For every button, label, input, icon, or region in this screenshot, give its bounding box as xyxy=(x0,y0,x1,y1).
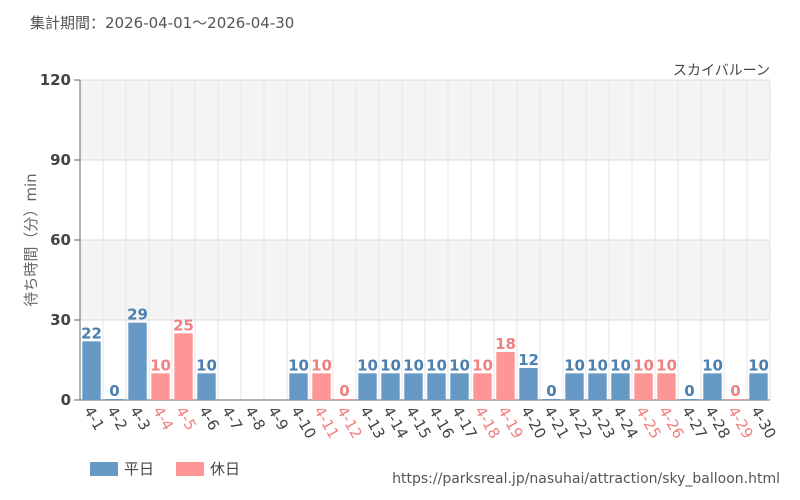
data-label-4-23: 10 xyxy=(587,356,608,374)
period-label: 集計期間：2026-04-01～2026-04-30 xyxy=(30,14,295,32)
x-tick-label-4-1: 4-1 xyxy=(80,403,108,433)
data-label-4-18: 10 xyxy=(472,356,493,374)
bar-4-25 xyxy=(634,373,653,400)
data-label-4-29: 0 xyxy=(730,382,740,400)
y-tick-label: 120 xyxy=(40,71,71,89)
data-label-4-26: 10 xyxy=(656,356,677,374)
y-tick-label: 0 xyxy=(61,391,71,409)
bar-4-3 xyxy=(128,322,147,400)
bar-4-13 xyxy=(358,373,377,400)
y-axis-label: 待ち時間（分）min xyxy=(22,173,40,306)
x-tick-label-4-6: 4-6 xyxy=(195,403,223,433)
x-tick-label-4-5: 4-5 xyxy=(172,403,200,433)
y-tick-label: 30 xyxy=(50,311,71,329)
x-tick-label-4-3: 4-3 xyxy=(126,403,154,433)
bars xyxy=(82,322,768,400)
data-label-4-14: 10 xyxy=(380,356,401,374)
bar-4-5 xyxy=(174,333,193,400)
bar-4-17 xyxy=(450,373,469,400)
data-label-4-1: 22 xyxy=(81,324,102,342)
x-tick-label-4-9: 4-9 xyxy=(264,403,292,433)
data-label-4-15: 10 xyxy=(403,356,424,374)
bar-4-14 xyxy=(381,373,400,400)
chart-title: スカイバルーン xyxy=(673,63,770,79)
x-axis-ticks: 4-14-24-34-44-54-64-74-84-94-104-114-124… xyxy=(80,403,780,441)
bar-4-16 xyxy=(427,373,446,400)
legend-item-holiday: 休日 xyxy=(176,458,240,479)
bar-4-22 xyxy=(565,373,584,400)
bar-4-23 xyxy=(588,373,607,400)
data-label-4-20: 12 xyxy=(518,351,539,369)
data-label-4-13: 10 xyxy=(357,356,378,374)
bar-4-10 xyxy=(289,373,308,400)
x-tick-label-4-2: 4-2 xyxy=(103,403,131,433)
legend-label-weekday: 平日 xyxy=(124,460,155,478)
x-tick-label-4-8: 4-8 xyxy=(241,403,269,433)
bar-4-29 xyxy=(726,399,745,400)
bar-4-30 xyxy=(749,373,768,400)
legend-item-weekday: 平日 xyxy=(90,458,154,479)
data-label-4-30: 10 xyxy=(748,356,769,374)
data-label-4-6: 10 xyxy=(196,356,217,374)
legend-swatch-weekday xyxy=(90,461,118,476)
data-label-4-11: 10 xyxy=(311,356,332,374)
source-url: https://parksreal.jp/nasuhai/attraction/… xyxy=(392,471,780,487)
bar-4-15 xyxy=(404,373,423,400)
bar-4-12 xyxy=(335,399,354,400)
bar-4-28 xyxy=(703,373,722,400)
bar-4-24 xyxy=(611,373,630,400)
bar-4-4 xyxy=(151,373,170,400)
legend-swatch-holiday xyxy=(176,461,205,476)
bar-4-18 xyxy=(473,373,492,400)
x-tick-label-4-4: 4-4 xyxy=(149,403,177,433)
data-label-4-12: 0 xyxy=(339,382,349,400)
data-label-4-16: 10 xyxy=(426,356,447,374)
data-label-4-17: 10 xyxy=(449,356,470,374)
bar-4-26 xyxy=(657,373,676,400)
bar-4-11 xyxy=(312,373,331,400)
data-label-4-22: 10 xyxy=(564,356,585,374)
x-tick-label-4-7: 4-7 xyxy=(218,403,246,433)
data-label-4-3: 29 xyxy=(127,306,148,324)
data-label-4-27: 0 xyxy=(684,382,694,400)
bar-4-19 xyxy=(496,352,515,400)
data-label-4-5: 25 xyxy=(173,316,194,334)
data-label-4-19: 18 xyxy=(495,335,516,353)
data-label-4-2: 0 xyxy=(109,382,119,400)
x-tick-label-4-30: 4-30 xyxy=(747,403,780,441)
bar-4-1 xyxy=(82,341,101,400)
data-label-4-28: 10 xyxy=(702,356,723,374)
data-label-4-25: 10 xyxy=(633,356,654,374)
y-tick-label: 90 xyxy=(50,151,71,169)
data-label-4-24: 10 xyxy=(610,356,631,374)
bar-4-21 xyxy=(542,399,561,400)
bar-4-2 xyxy=(105,399,124,400)
bar-4-27 xyxy=(680,399,699,400)
bar-4-6 xyxy=(197,373,216,400)
data-label-4-4: 10 xyxy=(150,356,171,374)
legend: 平日 休日 xyxy=(90,458,262,479)
y-tick-label: 60 xyxy=(50,231,71,249)
legend-label-holiday: 休日 xyxy=(210,460,241,478)
data-label-4-21: 0 xyxy=(546,382,556,400)
data-label-4-10: 10 xyxy=(288,356,309,374)
bar-4-20 xyxy=(519,368,538,400)
